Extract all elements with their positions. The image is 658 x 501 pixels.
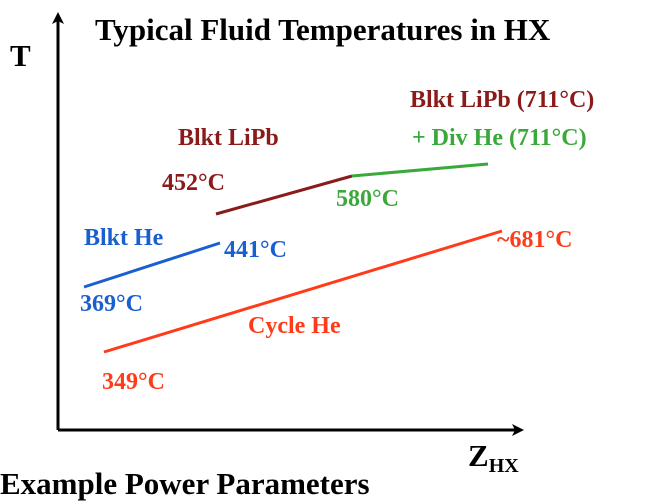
blkt-he-name: Blkt He — [84, 225, 164, 251]
blkt-lipb-div-label-line2: + Div He (711°C) — [412, 125, 587, 151]
blkt-he-start-temp: 369°C — [80, 291, 143, 317]
div-he-start-temp: 580°C — [336, 186, 399, 212]
blkt-lipb-line — [215, 174, 353, 216]
cycle-he-end-temp: ~681°C — [497, 227, 573, 253]
div-he-line — [351, 162, 489, 178]
diagram-title: Typical Fluid Temperatures in HX — [95, 12, 551, 47]
x-axis-label: ZHX — [468, 440, 519, 476]
x-axis-label-main: Z — [468, 438, 489, 473]
footer-text: Example Power Parameters — [0, 466, 370, 501]
blkt-he-end-temp: 441°C — [224, 237, 287, 263]
cycle-he-name: Cycle He — [248, 313, 341, 339]
blkt-lipb-div-label-line1: Blkt LiPb (711°C) — [410, 87, 595, 113]
diagram-svg — [52, 12, 524, 436]
diagram-canvas: Typical Fluid Temperatures in HX T ZHX B… — [0, 12, 595, 499]
cycle-he-start-temp: 349°C — [102, 369, 165, 395]
x-axis-label-subscript: HX — [488, 455, 519, 477]
y-axis-label: T — [10, 38, 31, 73]
blkt-he-line — [83, 241, 221, 289]
blkt-lipb-start-temp: 452°C — [162, 170, 225, 196]
blkt-lipb-name: Blkt LiPb — [178, 125, 279, 151]
cycle-he-line — [103, 229, 503, 354]
